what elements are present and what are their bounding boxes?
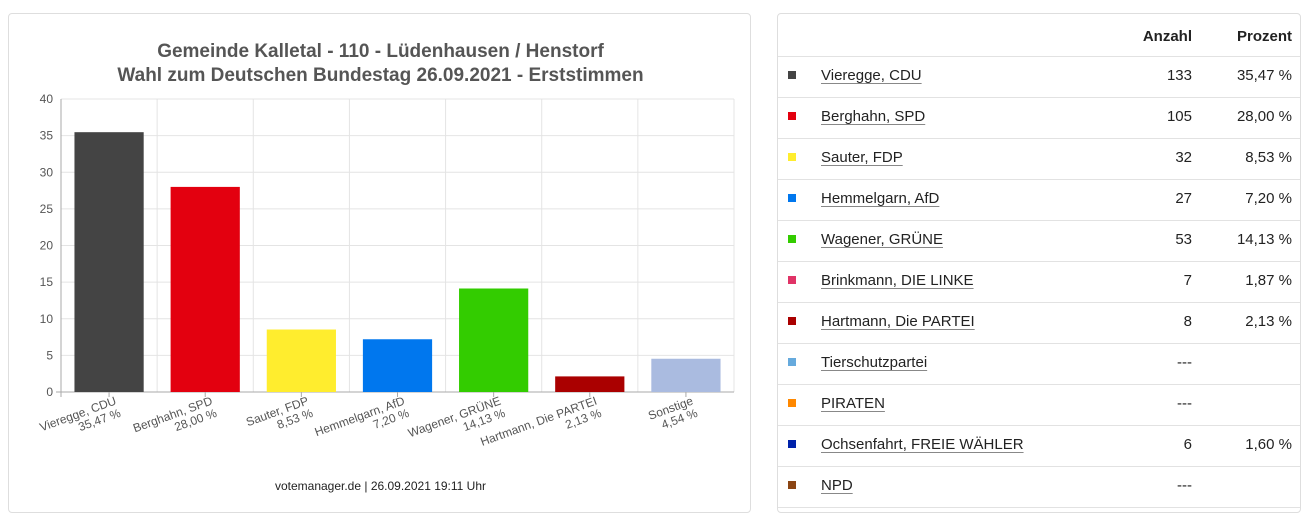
y-tick-label: 40 xyxy=(40,92,54,106)
party-name-link[interactable]: Hemmelgarn, AfD xyxy=(821,190,940,207)
party-color-swatch xyxy=(788,399,796,407)
cell-anzahl: 133 xyxy=(1166,67,1192,84)
party-color-swatch xyxy=(788,153,796,161)
cell-prozent: 1,60 % xyxy=(1245,436,1292,453)
bar xyxy=(555,376,625,392)
cell-prozent: 35,47 % xyxy=(1236,67,1292,84)
table-header: Anzahl Prozent xyxy=(778,14,1300,57)
chart-footer: votemanager.de | 26.09.2021 19:11 Uhr xyxy=(274,479,487,493)
y-tick-label: 25 xyxy=(40,202,54,216)
party-name-link[interactable]: Berghahn, SPD xyxy=(821,108,926,125)
table-row: Vieregge, CDU 133 35,47 % xyxy=(778,56,1300,98)
cell-anzahl: 27 xyxy=(1175,190,1192,207)
y-tick-label: 30 xyxy=(40,165,54,179)
cell-anzahl: 105 xyxy=(1166,108,1192,125)
party-color-swatch xyxy=(788,112,796,120)
header-prozent: Prozent xyxy=(1236,28,1292,45)
x-category-label: Vieregge, CDU35,47 % xyxy=(38,394,123,447)
party-color-swatch xyxy=(788,358,796,366)
bar xyxy=(74,132,144,392)
table-row: NPD --- xyxy=(778,466,1300,508)
cell-prozent: 14,13 % xyxy=(1236,231,1292,248)
party-name-link[interactable]: Ochsenfahrt, FREIE WÄHLER xyxy=(821,436,1024,453)
party-name-link[interactable]: NPD xyxy=(821,477,853,494)
cell-anzahl: 53 xyxy=(1175,231,1192,248)
party-name-link[interactable]: Vieregge, CDU xyxy=(821,67,922,84)
cell-anzahl: 7 xyxy=(1183,272,1192,289)
x-category-label: Hemmelgarn, AfD7,20 % xyxy=(313,394,412,452)
chart-title-line-1: Gemeinde Kalletal - 110 - Lüdenhausen / … xyxy=(157,41,604,62)
bar xyxy=(651,358,721,392)
y-tick-label: 15 xyxy=(40,275,54,289)
header-anzahl: Anzahl xyxy=(1142,28,1192,45)
party-name-link[interactable]: Wagener, GRÜNE xyxy=(821,231,943,248)
cell-prozent: 1,87 % xyxy=(1245,272,1292,289)
chart-panel: Gemeinde Kalletal - 110 - Lüdenhausen / … xyxy=(8,13,751,513)
table-row: Berghahn, SPD 105 28,00 % xyxy=(778,97,1300,139)
cell-anzahl: 32 xyxy=(1175,149,1192,166)
x-category-label: Sonstige4,54 % xyxy=(646,394,699,435)
cell-prozent: 2,13 % xyxy=(1245,313,1292,330)
chart-title-line-2: Wahl zum Deutschen Bundestag 26.09.2021 … xyxy=(117,65,644,86)
cell-prozent: 7,20 % xyxy=(1245,190,1292,207)
bar xyxy=(362,339,433,392)
table-row: Brinkmann, DIE LINKE 7 1,87 % xyxy=(778,261,1300,303)
y-tick-label: 10 xyxy=(40,312,54,326)
y-tick-label: 35 xyxy=(40,129,54,143)
bar-chart: 0 5 10 15 20 25 30 35 40 Vieregge, CDU35,47 % Berg… xyxy=(38,92,735,452)
bar xyxy=(459,288,529,392)
y-tick-label: 0 xyxy=(46,385,53,399)
cell-anzahl: --- xyxy=(1177,477,1192,494)
party-color-swatch xyxy=(788,481,796,489)
y-tick-label: 20 xyxy=(40,239,54,253)
cell-prozent: 8,53 % xyxy=(1245,149,1292,166)
bar xyxy=(170,186,240,392)
party-color-swatch xyxy=(788,317,796,325)
results-table: Anzahl Prozent Vieregge, CDU 133 35,47 % Be… xyxy=(777,13,1301,513)
table-row: Sauter, FDP 32 8,53 % xyxy=(778,138,1300,180)
chart-title: Gemeinde Kalletal - 110 - Lüdenhausen / … xyxy=(9,40,752,88)
party-name-link[interactable]: Sauter, FDP xyxy=(821,149,903,166)
cell-prozent: 28,00 % xyxy=(1236,108,1292,125)
party-name-link[interactable]: Hartmann, Die PARTEI xyxy=(821,313,975,330)
table-row: Tierschutzpartei --- xyxy=(778,343,1300,385)
y-tick-label: 5 xyxy=(46,348,53,362)
cell-anzahl: --- xyxy=(1177,395,1192,412)
party-name-link[interactable]: Brinkmann, DIE LINKE xyxy=(821,272,974,289)
table-row: Wagener, GRÜNE 53 14,13 % xyxy=(778,220,1300,262)
table-row: Hemmelgarn, AfD 27 7,20 % xyxy=(778,179,1300,221)
party-name-link[interactable]: PIRATEN xyxy=(821,395,885,412)
x-category-label: Sauter, FDP8,53 % xyxy=(244,394,315,442)
x-category-label: Berghahn, SPD28,00 % xyxy=(131,394,219,448)
table-row: Ochsenfahrt, FREIE WÄHLER 6 1,60 % xyxy=(778,425,1300,467)
bar xyxy=(266,329,336,392)
party-color-swatch xyxy=(788,194,796,202)
party-color-swatch xyxy=(788,235,796,243)
cell-anzahl: --- xyxy=(1177,354,1192,371)
cell-anzahl: 6 xyxy=(1183,436,1192,453)
party-name-link[interactable]: Tierschutzpartei xyxy=(821,354,928,371)
cell-anzahl: 8 xyxy=(1183,313,1192,330)
party-color-swatch xyxy=(788,440,796,448)
table-row: PIRATEN --- xyxy=(778,384,1300,426)
table-row: Hartmann, Die PARTEI 8 2,13 % xyxy=(778,302,1300,344)
party-color-swatch xyxy=(788,276,796,284)
party-color-swatch xyxy=(788,71,796,79)
